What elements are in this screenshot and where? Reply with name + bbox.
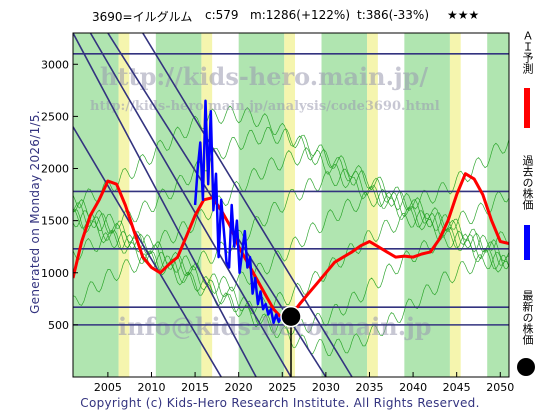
cycle-band-yellow <box>367 33 378 377</box>
cycle-line <box>73 127 509 231</box>
legend-latest-price-label: 最新の株価 <box>521 290 534 345</box>
y-tick-label: 2500 <box>41 110 69 123</box>
y-tick-label: 1000 <box>41 267 69 280</box>
legend-past-price-swatch <box>524 225 530 260</box>
current-price: c:579 <box>205 8 239 22</box>
y-tick-label: 2000 <box>41 163 69 176</box>
x-tick-label: 2010 <box>137 381 165 394</box>
stock-code-name: 3690=イルグルム <box>92 10 193 24</box>
y-tick-label: 1500 <box>41 215 69 228</box>
trend-diagonal <box>73 126 222 377</box>
x-tick-label: 2035 <box>355 381 383 394</box>
x-tick-label: 2005 <box>94 381 122 394</box>
cycle-band-yellow <box>284 33 296 377</box>
plot-frame <box>72 32 510 378</box>
legend-ai-forecast-label: ＡＩ予測 <box>521 30 534 74</box>
header: 3690=イルグルム c:579 m:1286(+122%) t:386(-33… <box>0 8 560 28</box>
cycle-line <box>73 168 509 273</box>
cycle-band-green <box>404 33 450 377</box>
max-price: m:1286(+122%) <box>250 8 350 22</box>
trend-diagonal <box>73 33 257 377</box>
generated-date-label: Generated on Monday 2026/1/5. <box>28 110 42 314</box>
cycle-line <box>73 105 509 211</box>
x-tick-label: 2045 <box>443 381 471 394</box>
cycle-band-green <box>155 33 202 377</box>
x-axis: 2005 2010 2015 2020 2025 2030 2035 2040 2045 2050 <box>94 372 514 394</box>
cycle-line <box>73 147 509 253</box>
x-tick-label: 2040 <box>399 381 427 394</box>
y-tick-label: 500 <box>48 319 69 332</box>
cycle-line <box>73 210 509 315</box>
trend-diagonal <box>142 33 353 377</box>
target-price: t:386(-33%) <box>357 8 430 22</box>
trend-diagonal <box>89 33 292 377</box>
x-tick-label: 2020 <box>225 381 253 394</box>
x-tick-label: 2025 <box>268 381 296 394</box>
legend-ai-forecast-swatch <box>524 88 530 128</box>
legend: ＡＩ予測 過去の株価 最新の株価 <box>512 30 542 380</box>
cycle-band-green <box>487 33 509 377</box>
rating-stars: ★★★ <box>447 8 480 22</box>
copyright-notice: Copyright (c) Kids-Hero Research Institu… <box>80 396 480 410</box>
x-tick-label: 2050 <box>486 381 514 394</box>
y-axis: 500 1000 1500 2000 2500 3000 <box>41 58 78 332</box>
legend-latest-price-swatch <box>517 358 535 376</box>
cycle-band-yellow <box>449 33 461 377</box>
x-tick-label: 2015 <box>181 381 209 394</box>
watermark-site: http://kids-hero.main.jp/ <box>100 62 428 91</box>
past-price-line <box>193 99 292 325</box>
cycle-band-yellow <box>201 33 213 377</box>
latest-price-marker <box>280 305 302 328</box>
watermark-path: http://kids-hero.main.jp/analysis/code36… <box>90 99 440 114</box>
legend-past-price-label: 過去の株価 <box>521 155 534 210</box>
watermark: http://kids-hero.main.jp/ http://kids-he… <box>90 62 440 341</box>
x-tick-label: 2030 <box>312 381 340 394</box>
y-tick-label: 3000 <box>41 58 69 71</box>
